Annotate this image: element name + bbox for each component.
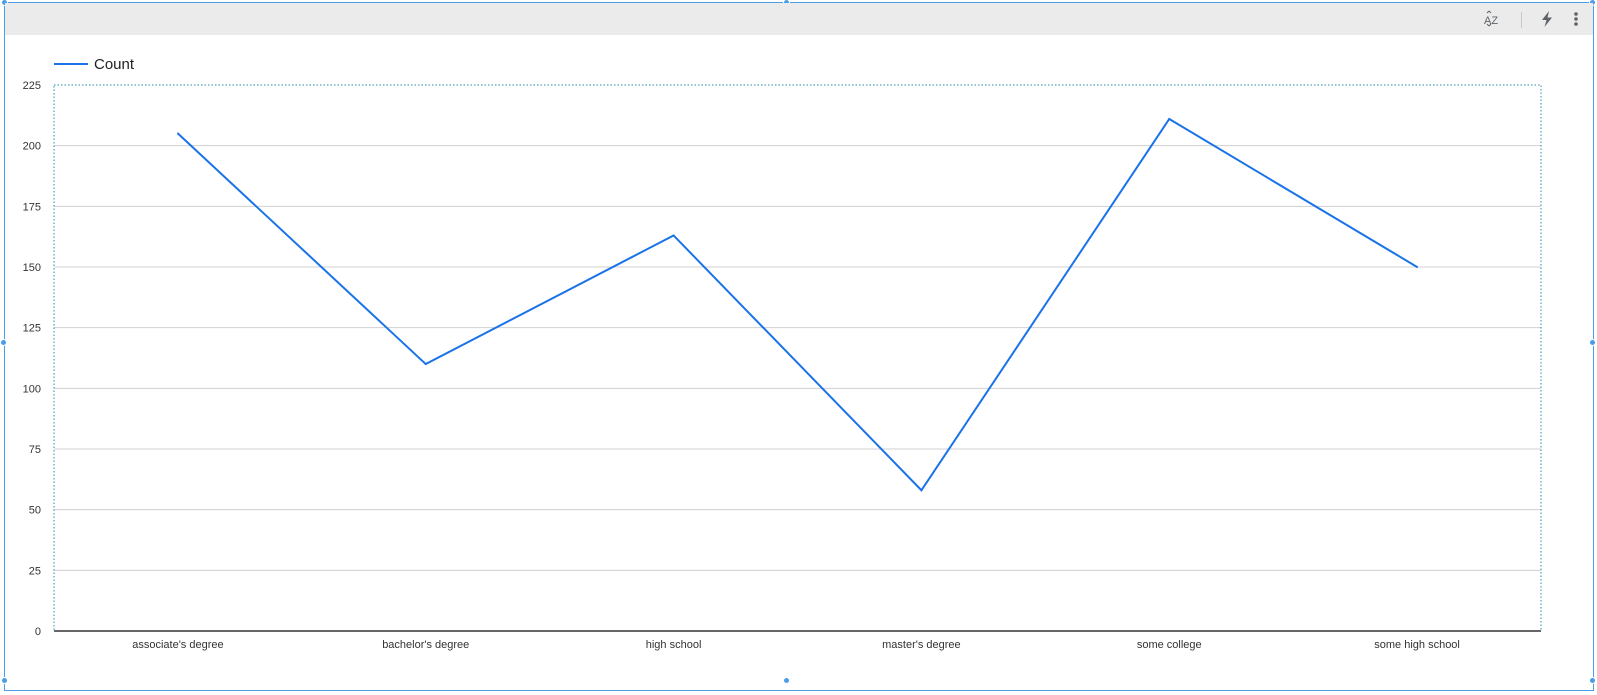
data-point bbox=[424, 363, 427, 366]
resize-handle-bottom[interactable] bbox=[783, 677, 790, 684]
more-vert-icon[interactable] bbox=[1563, 3, 1589, 35]
data-point bbox=[920, 489, 923, 492]
y-tick-label: 50 bbox=[29, 505, 41, 517]
y-tick-label: 100 bbox=[23, 383, 41, 395]
x-tick-label: master's degree bbox=[882, 639, 961, 651]
y-tick-label: 125 bbox=[23, 323, 41, 335]
resize-handle-bottom-left[interactable] bbox=[1, 677, 8, 684]
x-tick-label: bachelor's degree bbox=[382, 639, 469, 651]
y-tick-label: 75 bbox=[29, 444, 41, 456]
y-tick-label: 225 bbox=[23, 80, 41, 92]
legend-item-count[interactable]: Count bbox=[54, 54, 134, 74]
resize-handle-right[interactable] bbox=[1589, 339, 1596, 346]
toolbar-divider bbox=[1521, 12, 1522, 28]
sort-az-icon[interactable]: AZ bbox=[1479, 3, 1505, 35]
y-tick-label: 175 bbox=[23, 201, 41, 213]
x-tick-label: some high school bbox=[1374, 639, 1460, 651]
data-point bbox=[672, 234, 675, 237]
y-tick-label: 150 bbox=[23, 262, 41, 274]
resize-handle-left[interactable] bbox=[0, 339, 7, 346]
data-point bbox=[176, 132, 179, 135]
y-tick-label: 25 bbox=[29, 565, 41, 577]
series-line-0 bbox=[177, 117, 1418, 492]
resize-handle-bottom-right[interactable] bbox=[1589, 677, 1596, 684]
legend-line-swatch bbox=[54, 63, 88, 65]
legend-label: Count bbox=[94, 55, 135, 73]
data-point bbox=[1168, 117, 1171, 120]
x-tick-label: associate's degree bbox=[132, 639, 223, 651]
lightning-bolt-icon[interactable] bbox=[1534, 3, 1560, 35]
x-tick-label: high school bbox=[646, 639, 702, 651]
chart-selection-frame[interactable] bbox=[4, 2, 1594, 691]
x-tick-label: some college bbox=[1137, 639, 1202, 651]
data-point bbox=[1416, 266, 1419, 268]
y-tick-label: 200 bbox=[23, 141, 41, 153]
y-tick-label: 0 bbox=[35, 626, 41, 638]
plot-area-border bbox=[53, 84, 1542, 632]
chart-toolbar: AZ bbox=[5, 3, 1593, 35]
